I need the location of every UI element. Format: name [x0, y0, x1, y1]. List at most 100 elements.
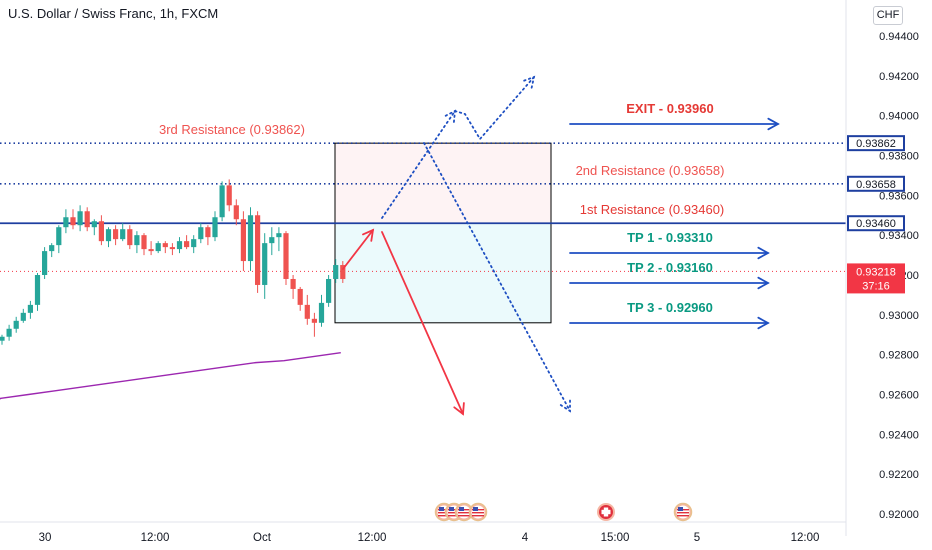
candle-down — [84, 207, 90, 232]
candle-up — [134, 231, 140, 254]
candle-body — [105, 229, 112, 242]
time-tick-label: 12:00 — [358, 532, 387, 544]
candle-up — [120, 223, 126, 242]
price-tick-label: 0.93600 — [879, 190, 919, 202]
candle-down — [233, 199, 239, 226]
candle-body — [212, 217, 218, 238]
flag-stripe — [448, 512, 460, 514]
price-tick-label: 0.93800 — [879, 151, 919, 163]
candle-up — [34, 273, 41, 311]
red-arrow-down — [381, 231, 465, 416]
candle-body — [219, 185, 225, 218]
us-flag-icon[interactable] — [673, 502, 693, 522]
candle-body — [56, 227, 62, 246]
candle-up — [49, 243, 55, 258]
position-box-outline — [334, 142, 552, 324]
time-tick-label: 5 — [694, 532, 700, 544]
currency-button[interactable]: CHF — [873, 6, 903, 25]
candle-up — [191, 235, 197, 254]
candle-body — [340, 265, 346, 279]
candle-body — [247, 215, 254, 262]
candle-down — [169, 243, 175, 256]
candle-down — [148, 241, 154, 256]
candle-up — [0, 334, 5, 345]
candle-body — [198, 227, 204, 240]
candle-down — [290, 275, 296, 299]
flag-canton — [439, 507, 444, 511]
moving-average-layer — [0, 351, 341, 400]
candle-body — [162, 243, 168, 248]
candle-down — [127, 225, 133, 250]
candle-body — [269, 237, 275, 244]
time-axis[interactable]: 30 12:00 Oct 12:00 4 15:00 5 12:00 — [0, 521, 846, 544]
arrow-shaft — [342, 229, 374, 270]
stop-zone — [335, 143, 551, 224]
candle-down — [162, 241, 168, 254]
price-tick-label: 0.94200 — [879, 71, 919, 83]
arrow-head — [362, 228, 375, 242]
swiss-flag-icon[interactable] — [597, 503, 615, 521]
candle-body — [283, 233, 289, 279]
candle-body — [127, 229, 133, 246]
moving-average-line — [0, 351, 341, 400]
candle-body — [91, 221, 97, 228]
flag-stripe — [438, 512, 450, 514]
candle-body — [70, 217, 76, 226]
arrow-shaft — [423, 142, 571, 412]
arrow-shaft — [381, 110, 456, 219]
events-layer[interactable] — [434, 502, 693, 522]
projection-arrows-layer — [342, 75, 780, 416]
level-price-tag-inner — [849, 217, 903, 230]
candle-up — [155, 241, 161, 254]
price-tick-label: 0.92000 — [879, 509, 919, 521]
level-price-tag-inner — [849, 137, 903, 150]
price-axis[interactable]: 0.94400 0.94200 0.94000 0.93800 0.93600 0.934… — [845, 0, 932, 550]
candle-body — [27, 304, 33, 313]
candle-up — [276, 227, 282, 252]
candle-down — [205, 225, 211, 246]
exit-label: EXIT - 0.93960 — [626, 101, 713, 116]
time-tick-label: 12:00 — [791, 532, 820, 544]
tp-label: TP 3 - 0.92960 — [627, 300, 713, 315]
level-price-tag-label: 0.93658 — [856, 179, 896, 191]
flag-cross-h — [601, 509, 611, 515]
blue-dotted-arrow-drop — [423, 142, 571, 413]
candle-body — [169, 247, 175, 250]
flag-canton — [678, 507, 683, 511]
candle-up — [105, 227, 112, 248]
level-price-tag-label: 0.93862 — [856, 138, 896, 150]
price-tick-label: 0.92200 — [879, 469, 919, 481]
candle-down — [297, 286, 303, 311]
candle-up — [176, 237, 183, 254]
candle-up — [269, 227, 275, 256]
arrow-shaft — [454, 76, 535, 141]
candle-up — [63, 209, 69, 234]
flag-stripe — [677, 512, 689, 514]
candle-down — [340, 261, 346, 283]
candle-body — [6, 328, 12, 337]
candle-up — [13, 316, 19, 333]
arrow-shaft — [381, 231, 464, 415]
tp-arrow — [569, 316, 770, 330]
price-tick-label: 0.93400 — [879, 230, 919, 242]
candle-body — [77, 211, 83, 226]
candle-body — [226, 185, 232, 206]
tp-label: TP 1 - 0.93310 — [627, 230, 713, 245]
us-flag-icon[interactable] — [454, 502, 474, 522]
candle-body — [255, 215, 261, 285]
flag-canton — [473, 507, 478, 511]
candle-up — [262, 233, 268, 299]
us-flag-icon[interactable] — [468, 502, 488, 522]
candle-up — [219, 181, 225, 222]
candle-body — [84, 211, 90, 228]
arrow-head — [559, 399, 571, 413]
candle-up — [20, 308, 26, 323]
tp-label: TP 2 - 0.93160 — [627, 260, 713, 275]
candle-down — [240, 211, 246, 272]
flag-stripe — [448, 515, 460, 517]
candle-body — [49, 245, 55, 252]
candle-body — [134, 235, 140, 246]
annotation-labels-layer: 3rd Resistance (0.93862) 2nd Resistance (… — [159, 101, 724, 315]
tp-arrow — [569, 276, 770, 290]
